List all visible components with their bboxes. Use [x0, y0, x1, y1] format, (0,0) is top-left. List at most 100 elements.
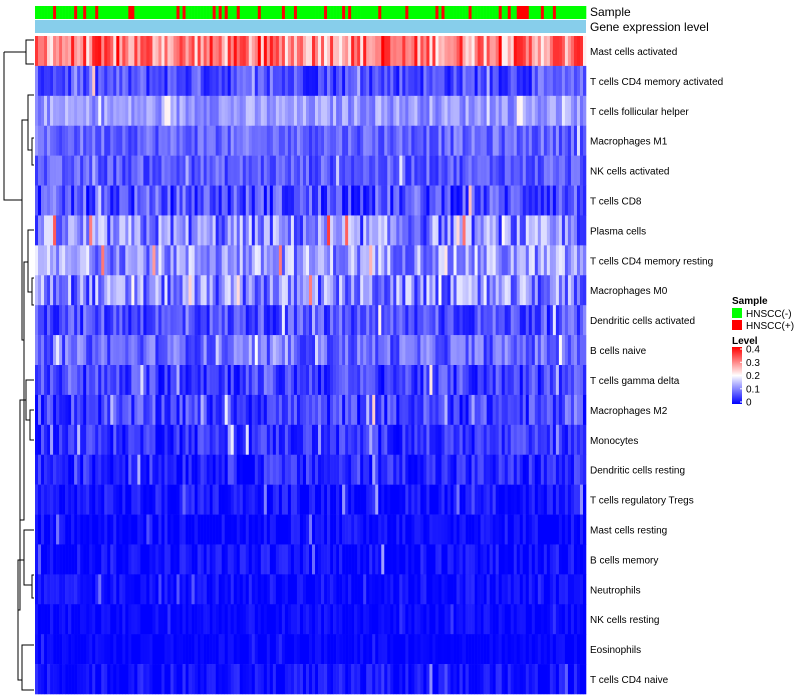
heatmap-cell: [552, 215, 557, 246]
heatmap-cell: [453, 125, 457, 156]
heatmap-cell: [149, 544, 153, 575]
heatmap-cell: [528, 484, 533, 515]
heatmap-cell: [453, 574, 457, 605]
heatmap-cell: [369, 514, 373, 545]
heatmap-cell: [65, 634, 69, 665]
heatmap-cell: [161, 95, 165, 127]
heatmap-cell: [378, 335, 382, 366]
heatmap-cell: [83, 544, 87, 575]
heatmap-cell: [390, 305, 394, 336]
heatmap-cell: [164, 185, 168, 216]
heatmap-cell: [242, 604, 247, 635]
heatmap-cell: [230, 544, 235, 575]
heatmap-cell: [128, 245, 132, 276]
heatmap-cell: [290, 125, 295, 156]
heatmap-cell: [89, 155, 93, 186]
heatmap-cell: [411, 185, 415, 216]
heatmap-cell: [441, 215, 445, 246]
heatmap-cell: [582, 95, 587, 127]
heatmap-cell: [312, 245, 316, 276]
heatmap-cell: [573, 335, 578, 366]
heatmap-cell: [293, 394, 298, 426]
heatmap-cell: [396, 215, 400, 246]
heatmap-cell: [312, 275, 316, 306]
heatmap-cell: [432, 454, 436, 485]
heatmap-cell: [345, 394, 349, 426]
heatmap-cell: [38, 95, 42, 127]
heatmap-cell: [185, 36, 189, 67]
heatmap-cell: [203, 365, 207, 396]
heatmap-cell: [513, 604, 518, 635]
heatmap-cell: [456, 454, 460, 485]
heatmap-cell: [378, 36, 382, 67]
heatmap-cell: [330, 275, 334, 306]
heatmap-cell: [573, 65, 578, 97]
heatmap-cell: [164, 454, 168, 485]
heatmap-cell: [471, 604, 475, 635]
heatmap-cell: [248, 36, 253, 67]
heatmap-cell: [582, 245, 587, 276]
heatmap-cell: [426, 574, 430, 605]
heatmap-cell: [80, 275, 84, 306]
heatmap-cell: [74, 424, 78, 456]
sample-annotation-cell: [308, 6, 313, 19]
heatmap-cell: [62, 275, 66, 306]
heatmap-cell: [269, 215, 274, 246]
heatmap-cell: [393, 36, 397, 67]
heatmap-cell: [137, 634, 141, 665]
heatmap-cell: [272, 275, 277, 306]
heatmap-cell: [296, 365, 301, 396]
heatmap-cell: [179, 664, 183, 695]
heatmap-cell: [164, 36, 168, 67]
heatmap-cell: [104, 514, 108, 545]
heatmap-cell: [173, 65, 177, 97]
heatmap-cell: [149, 394, 153, 426]
legend-sample-title: Sample: [732, 296, 768, 307]
heatmap-cell: [299, 365, 304, 396]
heatmap-cell: [125, 185, 129, 216]
heatmap-cell: [351, 634, 355, 665]
heatmap-cell: [372, 424, 376, 456]
heatmap-cell: [287, 604, 292, 635]
heatmap-cell: [519, 155, 524, 186]
heatmap-cell: [528, 155, 533, 186]
heatmap-cell: [134, 544, 138, 575]
heatmap-cell: [245, 125, 250, 156]
heatmap-cell: [224, 424, 228, 456]
sample-annotation-cell: [167, 6, 171, 19]
heatmap-cell: [44, 484, 48, 515]
heatmap-cell: [570, 664, 575, 695]
heatmap-cell: [318, 634, 322, 665]
heatmap-cell: [278, 335, 283, 366]
heatmap-cell: [528, 65, 533, 97]
heatmap-cell: [348, 335, 352, 366]
heatmap-cell: [224, 484, 228, 515]
heatmap-cell: [269, 305, 274, 336]
heatmap-cell: [420, 305, 424, 336]
heatmap-cell: [405, 335, 409, 366]
heatmap-cell: [206, 155, 210, 186]
heatmap-cell: [56, 664, 60, 695]
heatmap-cell: [224, 604, 228, 635]
heatmap-cell: [98, 95, 102, 127]
heatmap-cell: [438, 335, 442, 366]
heatmap-cell: [305, 36, 310, 67]
heatmap-cell: [375, 484, 379, 515]
sample-annotation-cell: [251, 6, 256, 19]
heatmap-cell: [339, 484, 343, 515]
heatmap-cell: [146, 335, 150, 366]
heatmap-cell: [405, 484, 409, 515]
heatmap-cell: [348, 514, 352, 545]
heatmap-cell: [119, 36, 123, 67]
heatmap-cell: [176, 424, 180, 456]
heatmap-cell: [456, 335, 460, 366]
heatmap-cell: [218, 394, 222, 426]
heatmap-cell: [116, 65, 120, 97]
heatmap-cell: [531, 664, 536, 695]
heatmap-cell: [315, 484, 319, 515]
heatmap-cell: [209, 664, 213, 695]
heatmap-cell: [191, 245, 195, 276]
heatmap-cell: [546, 335, 551, 366]
heatmap-cell: [372, 215, 376, 246]
heatmap-cell: [107, 454, 111, 485]
